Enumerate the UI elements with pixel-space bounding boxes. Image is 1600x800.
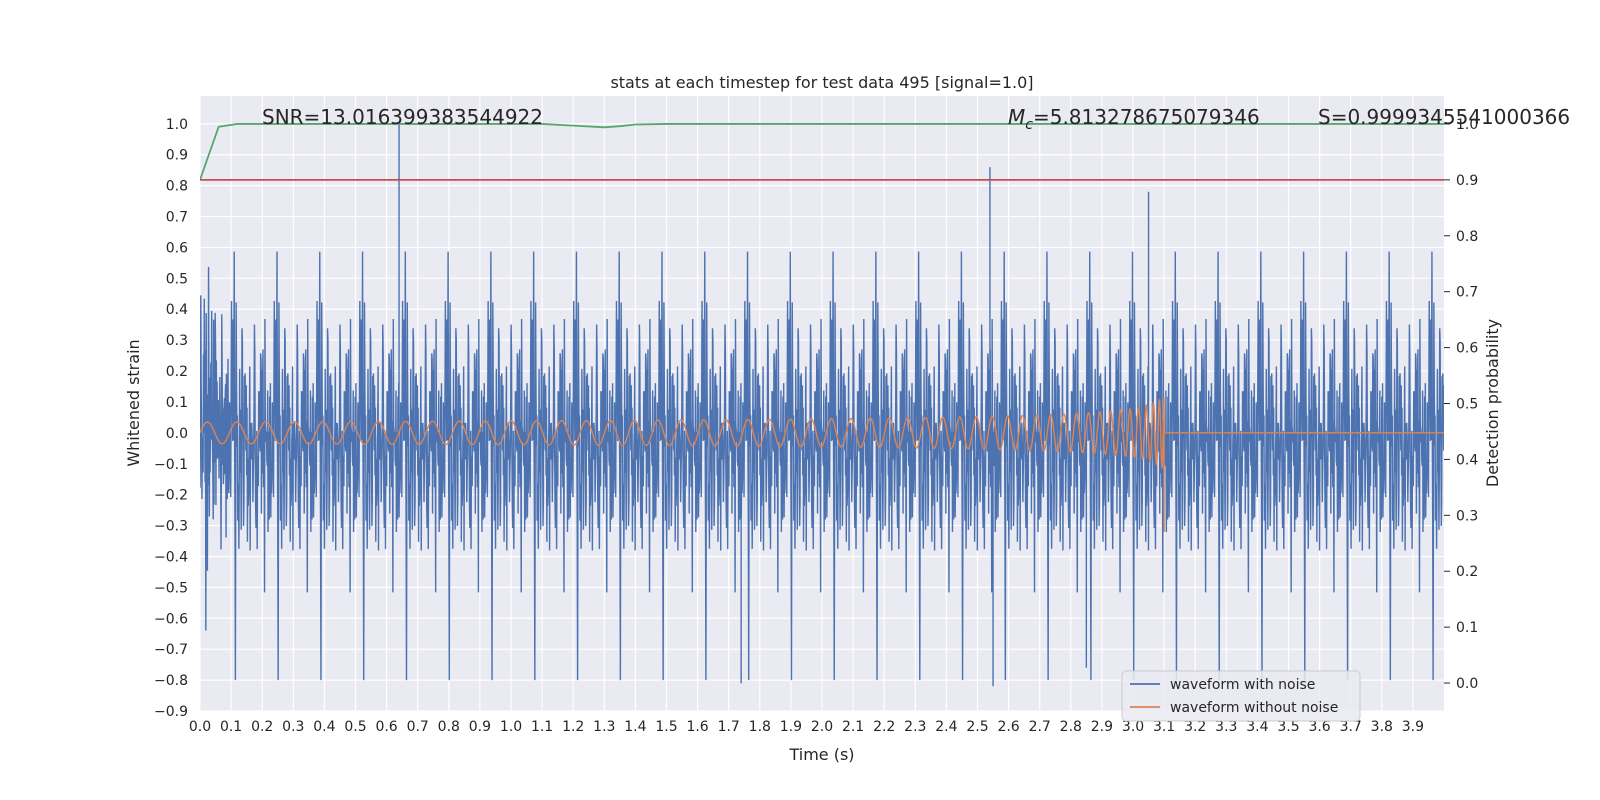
x-tick-label: 0.5	[344, 719, 366, 735]
x-tick-label: 3.4	[1246, 719, 1268, 735]
x-tick-label: 1.8	[749, 719, 771, 735]
y-tick-label: −0.3	[154, 519, 188, 535]
y-tick-label: 0.1	[166, 395, 188, 411]
x-axis-label: Time (s)	[788, 745, 854, 764]
y2-tick-label: 0.7	[1456, 285, 1478, 301]
y-axis-ticks: 1.0 0.9 0.8 0.7 0.6 0.5 0.4 0.3 0.2 0.1 0.0 −0.1 −0.…	[154, 117, 188, 720]
y2-tick-label: 0.4	[1456, 452, 1478, 468]
x-tick-label: 1.7	[718, 719, 740, 735]
y-tick-label: 0.5	[166, 271, 188, 287]
x-tick-label: 2.1	[842, 719, 864, 735]
x-tick-label: 1.2	[562, 719, 584, 735]
y-tick-label: −0.1	[154, 457, 188, 473]
x-tick-label: 2.8	[1060, 719, 1082, 735]
annotation-mc-symbol: M	[1008, 105, 1025, 129]
x-tick-label: 1.4	[624, 719, 646, 735]
x-tick-label: 1.3	[593, 719, 615, 735]
x-tick-label: 3.0	[1122, 719, 1144, 735]
y-tick-label: −0.7	[154, 642, 188, 658]
x-tick-label: 1.0	[500, 719, 522, 735]
x-tick-label: 0.8	[438, 719, 460, 735]
x-tick-label: 3.9	[1402, 719, 1424, 735]
x-tick-label: 1.6	[686, 719, 708, 735]
x-tick-label: 3.8	[1371, 719, 1393, 735]
legend-label-no-noise: waveform without noise	[1170, 700, 1338, 716]
y-tick-label: 0.6	[166, 240, 188, 256]
legend-frame	[1121, 670, 1361, 722]
series-detection-probability	[200, 123, 1444, 181]
x-tick-label: 2.7	[1029, 719, 1051, 735]
x-tick-label: 0.7	[407, 719, 429, 735]
x-tick-label: 1.1	[531, 719, 553, 735]
y-tick-label: −0.2	[154, 488, 188, 504]
x-tick-label: 3.2	[1184, 719, 1206, 735]
annotation-mc-sub: c	[1025, 117, 1033, 133]
y-tick-label: −0.6	[154, 611, 188, 627]
x-tick-label: 0.4	[313, 719, 335, 735]
series-waveform-without-noise	[200, 397, 1444, 532]
chart-title: stats at each timestep for test data 495…	[610, 73, 1033, 92]
y-tick-label: 0.8	[166, 179, 188, 195]
x-tick-label: 2.5	[966, 719, 988, 735]
legend: waveform with noise waveform without noi…	[1121, 670, 1361, 722]
y-tick-label: 1.0	[166, 117, 188, 133]
y-tick-label: −0.9	[154, 704, 188, 720]
legend-label-noise: waveform with noise	[1170, 677, 1315, 693]
x-tick-label: 2.9	[1091, 719, 1113, 735]
x-tick-label: 0.0	[189, 719, 211, 735]
annotation-s: S=0.9999345541000366	[1318, 105, 1570, 129]
x-tick-label: 2.0	[811, 719, 833, 735]
y-tick-label: 0.0	[166, 426, 188, 442]
y2-tick-label: 0.6	[1456, 341, 1478, 357]
y-tick-label: −0.4	[154, 549, 188, 565]
x-tick-label: 0.1	[220, 719, 242, 735]
x-tick-label: 0.6	[375, 719, 397, 735]
annotation-mc-value: =5.813278675079346	[1033, 105, 1260, 129]
y2-tick-label: 0.1	[1456, 620, 1478, 636]
series-waveform-with-noise	[200, 123, 1444, 687]
x-tick-label: 2.3	[904, 719, 926, 735]
x-tick-label: 0.3	[282, 719, 304, 735]
y2-axis-label: Detection probability	[1483, 319, 1502, 487]
x-tick-label: 3.7	[1340, 719, 1362, 735]
y2-tick-label: 0.2	[1456, 564, 1478, 580]
y-tick-label: 0.3	[166, 333, 188, 349]
annotation-chirp-mass: Mc=5.813278675079346	[1008, 105, 1260, 133]
y-tick-label: 0.7	[166, 210, 188, 226]
x-tick-label: 2.4	[935, 719, 957, 735]
y2-tick-label: 1.0	[1456, 117, 1478, 133]
x-tick-label: 2.6	[997, 719, 1019, 735]
y2-tick-label: 0.9	[1456, 173, 1478, 189]
x-tick-label: 3.3	[1215, 719, 1237, 735]
x-axis-ticks: 0.0 0.1 0.2 0.3 0.4 0.5 0.6 0.7 0.8 0.9 1.0 1.1 1.2 1…	[189, 719, 1424, 735]
x-tick-label: 3.5	[1277, 719, 1299, 735]
x-tick-label: 0.9	[469, 719, 491, 735]
x-tick-label: 1.5	[655, 719, 677, 735]
x-tick-label: 3.6	[1308, 719, 1330, 735]
y-tick-label: 0.4	[166, 302, 188, 318]
x-tick-label: 1.9	[780, 719, 802, 735]
y2-tick-label: 0.8	[1456, 229, 1478, 245]
annotation-snr: SNR=13.016399383544922	[262, 105, 543, 129]
y2-tick-label: 0.3	[1456, 508, 1478, 524]
y2-axis-ticks: 1.0 0.9 0.8 0.7 0.6 0.5 0.4 0.3 0.2 0.1 0.0	[1444, 117, 1478, 692]
y-tick-label: 0.2	[166, 364, 188, 380]
y-tick-label: −0.5	[154, 580, 188, 596]
y-axis-label: Whitened strain	[124, 339, 143, 466]
x-tick-label: 0.2	[251, 719, 273, 735]
y-tick-label: −0.8	[154, 673, 188, 689]
x-tick-label: 2.2	[873, 719, 895, 735]
y2-tick-label: 0.0	[1456, 676, 1478, 692]
x-tick-label: 3.1	[1153, 719, 1175, 735]
y-tick-label: 0.9	[166, 148, 188, 164]
y2-tick-label: 0.5	[1456, 397, 1478, 413]
